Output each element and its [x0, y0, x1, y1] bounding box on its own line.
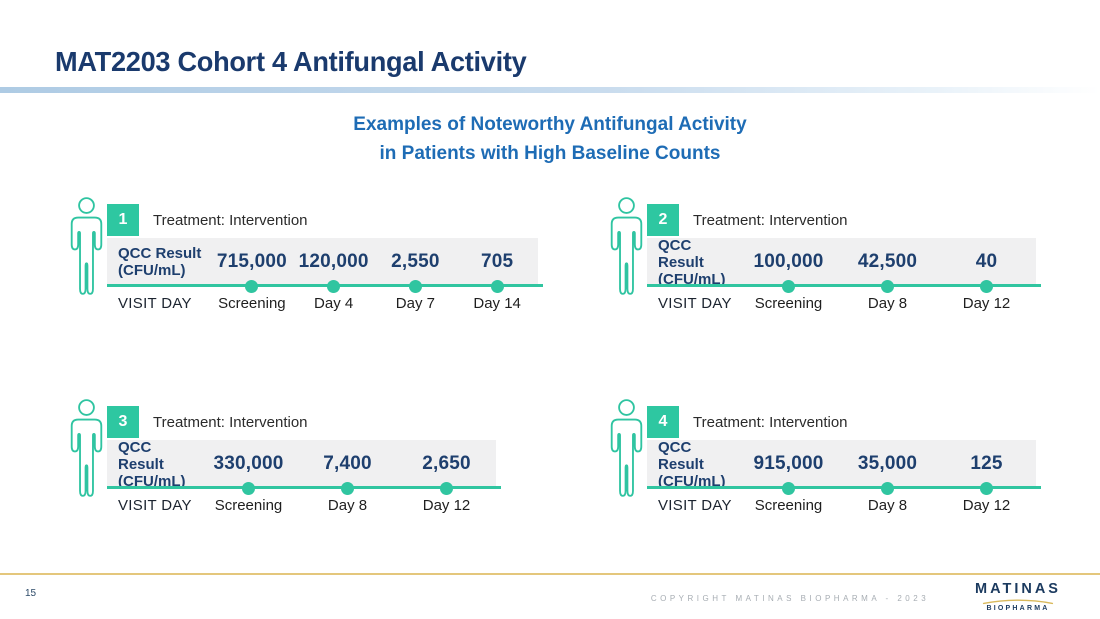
visit-row: VISIT DAY Screening Day 8 Day 12 — [647, 295, 1036, 312]
visit-name: Day 4 — [314, 295, 354, 312]
qcc-value-cell: 40 — [937, 238, 1036, 293]
visit-name: Day 8 — [867, 295, 908, 312]
timeline-dot — [327, 280, 341, 293]
page-title: MAT2203 Cohort 4 Antifungal Activity — [55, 46, 527, 77]
timeline-line — [647, 486, 1041, 489]
timeline-line — [647, 284, 1041, 287]
patient-number-badge: 1 — [107, 204, 139, 236]
timeline-dot — [782, 482, 795, 495]
patient-number-badge: 4 — [647, 406, 679, 438]
qcc-result-label: QCC Result (CFU/mL) — [658, 236, 726, 288]
treatment-label: Treatment: Intervention — [693, 413, 848, 431]
patient-icon — [610, 399, 643, 497]
page-number: 15 — [25, 588, 37, 599]
timeline-line — [107, 486, 501, 489]
patient-panel-2: 2 Treatment: Intervention QCC Result (CF… — [608, 196, 1041, 312]
visit-day-label: VISIT DAY — [118, 497, 192, 514]
patient-icon — [610, 197, 643, 295]
qcc-value-cell: 705 — [456, 238, 538, 293]
timeline-dot — [341, 482, 354, 495]
logo-subtitle: BIOPHARMA — [986, 605, 1050, 612]
patient-panel-4: 4 Treatment: Intervention QCC Result (CF… — [608, 398, 1041, 514]
timeline-dot — [980, 280, 993, 293]
visit-day-label: VISIT DAY — [118, 295, 192, 312]
patient-number-badge: 3 — [107, 406, 139, 438]
timeline-dot — [881, 280, 894, 293]
logo-wordmark: MATINAS — [975, 581, 1061, 597]
visit-name: Day 12 — [422, 497, 471, 514]
qcc-value-cell: 125 — [937, 440, 1036, 495]
treatment-label: Treatment: Intervention — [153, 413, 308, 431]
qcc-result-band: QCC Result (CFU/mL) 330,000 7,400 2,650 — [107, 438, 501, 495]
slide-subtitle: Examples of Noteworthy Antifungal Activi… — [0, 110, 1100, 168]
qcc-value-cell: 35,000 — [838, 440, 937, 495]
copyright-text: COPYRIGHT MATINAS BIOPHARMA - 2023 — [650, 594, 930, 603]
visit-name: Day 14 — [473, 295, 521, 312]
qcc-result-label: QCC Result (CFU/mL) — [118, 245, 202, 279]
patient-icon — [70, 399, 103, 497]
qcc-value-cell: 330,000 — [199, 440, 298, 495]
subtitle-line-2: in Patients with High Baseline Counts — [379, 143, 721, 164]
qcc-value-cell: 915,000 — [739, 440, 838, 495]
qcc-value-cell: 100,000 — [739, 238, 838, 293]
timeline-dot — [490, 280, 504, 293]
timeline-dot — [782, 280, 795, 293]
visit-name: Screening — [214, 497, 283, 514]
visit-name: Screening — [754, 497, 823, 514]
qcc-value-cell: 42,500 — [838, 238, 937, 293]
title-divider — [0, 87, 1100, 93]
treatment-label: Treatment: Intervention — [693, 211, 848, 229]
visit-day-label: VISIT DAY — [658, 295, 732, 312]
footer-divider — [0, 573, 1100, 575]
qcc-result-band: QCC Result (CFU/mL) 100,000 42,500 40 — [647, 236, 1041, 293]
subtitle-line-1: Examples of Noteworthy Antifungal Activi… — [353, 114, 747, 135]
visit-name: Screening — [218, 295, 286, 312]
qcc-result-label: QCC Result (CFU/mL) — [658, 438, 726, 490]
logo-swoosh-icon — [982, 599, 1054, 605]
visit-name: Day 8 — [867, 497, 908, 514]
qcc-value-cell: 7,400 — [298, 440, 397, 495]
visit-name: Day 8 — [327, 497, 368, 514]
visit-row: VISIT DAY Screening Day 8 Day 12 — [647, 497, 1036, 514]
timeline-dot — [980, 482, 993, 495]
panel-header: 3 Treatment: Intervention — [107, 406, 496, 438]
visit-name: Day 12 — [962, 497, 1011, 514]
timeline-dot — [408, 280, 422, 293]
visit-row: VISIT DAY Screening Day 4 Day 7 Day 14 — [107, 295, 538, 312]
timeline-dot — [440, 482, 453, 495]
qcc-result-band: QCC Result (CFU/mL) 715,000 120,000 2,55… — [107, 238, 543, 293]
treatment-label: Treatment: Intervention — [153, 211, 308, 229]
timeline-dot — [881, 482, 894, 495]
qcc-value-cell: 715,000 — [211, 238, 293, 293]
qcc-result-band: QCC Result (CFU/mL) 915,000 35,000 125 — [647, 438, 1041, 495]
visit-name: Screening — [754, 295, 823, 312]
qcc-value-cell: 2,550 — [375, 238, 457, 293]
timeline-dot — [245, 280, 259, 293]
patient-number-badge: 2 — [647, 204, 679, 236]
visit-day-label: VISIT DAY — [658, 497, 732, 514]
timeline-dot — [242, 482, 255, 495]
panel-header: 4 Treatment: Intervention — [647, 406, 1036, 438]
qcc-value-cell: 120,000 — [293, 238, 375, 293]
panel-header: 2 Treatment: Intervention — [647, 204, 1036, 236]
visit-row: VISIT DAY Screening Day 8 Day 12 — [107, 497, 496, 514]
qcc-value-cell: 2,650 — [397, 440, 496, 495]
qcc-result-label: QCC Result (CFU/mL) — [118, 438, 186, 490]
patient-panel-3: 3 Treatment: Intervention QCC Result (CF… — [68, 398, 501, 514]
visit-name: Day 7 — [395, 295, 435, 312]
patient-panel-1: 1 Treatment: Intervention QCC Result (CF… — [68, 196, 543, 312]
timeline-line — [107, 284, 543, 287]
matinas-logo: MATINAS BIOPHARMA — [968, 582, 1068, 613]
visit-name: Day 12 — [962, 295, 1011, 312]
patient-icon — [70, 197, 103, 295]
panel-header: 1 Treatment: Intervention — [107, 204, 538, 236]
